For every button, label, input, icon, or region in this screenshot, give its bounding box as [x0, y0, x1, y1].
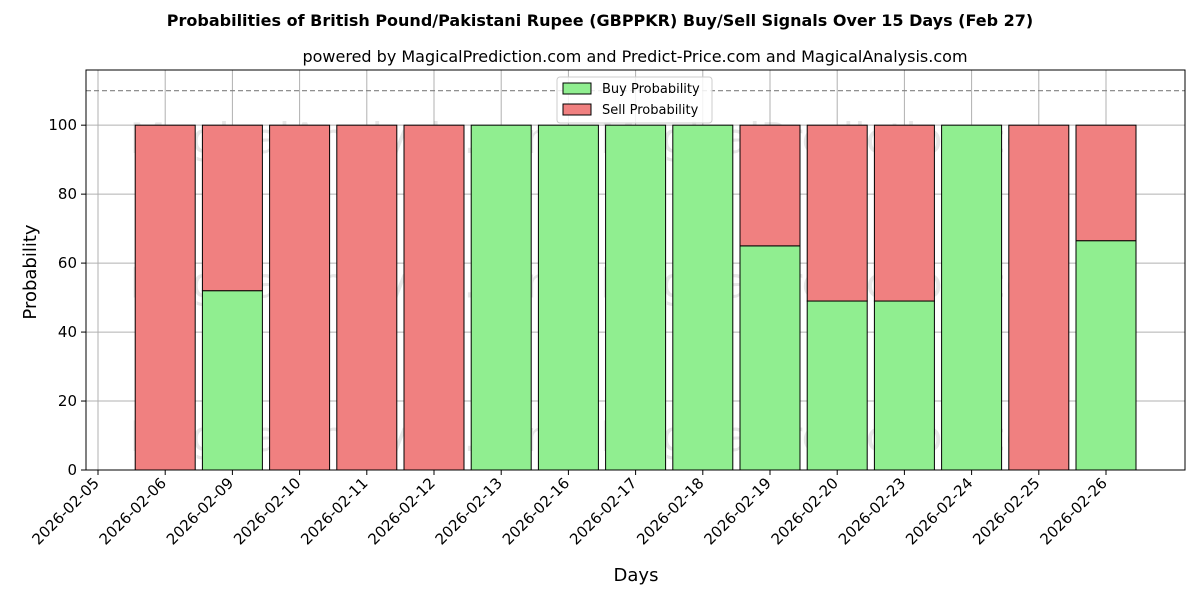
sell-bar — [739, 124, 801, 247]
x-tick-label: 2026-02-23 — [835, 474, 909, 548]
buy-bar — [941, 124, 1003, 471]
chart-title: Probabilities of British Pound/Pakistani… — [167, 11, 1033, 30]
y-axis-ticks: 0 20 40 60 80 100 — [48, 116, 86, 479]
x-tick-label: 2026-02-18 — [633, 474, 707, 548]
x-tick-label: 2026-02-12 — [364, 474, 438, 548]
y-tick-label: 60 — [58, 254, 77, 272]
legend: Buy Probability Sell Probability — [556, 76, 713, 124]
buy-bar — [470, 124, 532, 471]
legend-label: Sell Probability — [602, 103, 699, 118]
legend-swatch — [562, 103, 592, 116]
x-tick-label: 2026-02-16 — [499, 474, 573, 548]
buy-bar — [672, 124, 734, 471]
sell-bar — [336, 124, 398, 471]
buy-bar — [806, 300, 868, 471]
x-tick-label: 2026-02-09 — [163, 474, 237, 548]
x-tick-label: 2026-02-20 — [768, 474, 842, 548]
x-axis-label: Days — [614, 565, 659, 586]
x-tick-label: 2026-02-26 — [1036, 474, 1110, 548]
legend-box — [556, 76, 713, 124]
x-axis-ticks: 2026-02-052026-02-062026-02-092026-02-10… — [28, 470, 1111, 548]
x-tick-label: 2026-02-05 — [28, 474, 102, 548]
sell-bar — [1008, 124, 1070, 471]
sell-bar — [201, 124, 263, 292]
buy-bar — [201, 290, 263, 471]
sell-bar — [134, 124, 196, 471]
x-tick-label: 2026-02-13 — [432, 474, 506, 548]
chart-subtitle: powered by MagicalPrediction.com and Pre… — [302, 47, 967, 66]
sell-bar — [806, 124, 868, 302]
bars — [134, 124, 1137, 471]
buy-bar — [1075, 240, 1137, 471]
y-tick-label: 40 — [58, 323, 77, 341]
sell-bar — [269, 124, 331, 471]
buy-bar — [605, 124, 667, 471]
x-tick-label: 2026-02-24 — [902, 474, 976, 548]
legend-label: Buy Probability — [602, 82, 700, 97]
x-tick-label: 2026-02-25 — [969, 474, 1043, 548]
x-tick-label: 2026-02-10 — [230, 474, 304, 548]
x-tick-label: 2026-02-06 — [96, 474, 170, 548]
buy-bar — [873, 300, 935, 471]
y-tick-label: 0 — [67, 461, 77, 479]
x-tick-label: 2026-02-19 — [700, 474, 774, 548]
y-tick-label: 100 — [48, 116, 77, 134]
buy-bar — [739, 245, 801, 471]
sell-bar — [403, 124, 465, 471]
y-tick-label: 20 — [58, 392, 77, 410]
legend-swatch — [562, 82, 592, 95]
y-axis-label: Probability — [20, 224, 41, 319]
sell-bar — [873, 124, 935, 302]
y-tick-label: 80 — [58, 185, 77, 203]
sell-bar — [1075, 124, 1137, 242]
x-tick-label: 2026-02-17 — [566, 474, 640, 548]
buy-bar — [537, 124, 599, 471]
x-tick-label: 2026-02-11 — [297, 474, 371, 548]
